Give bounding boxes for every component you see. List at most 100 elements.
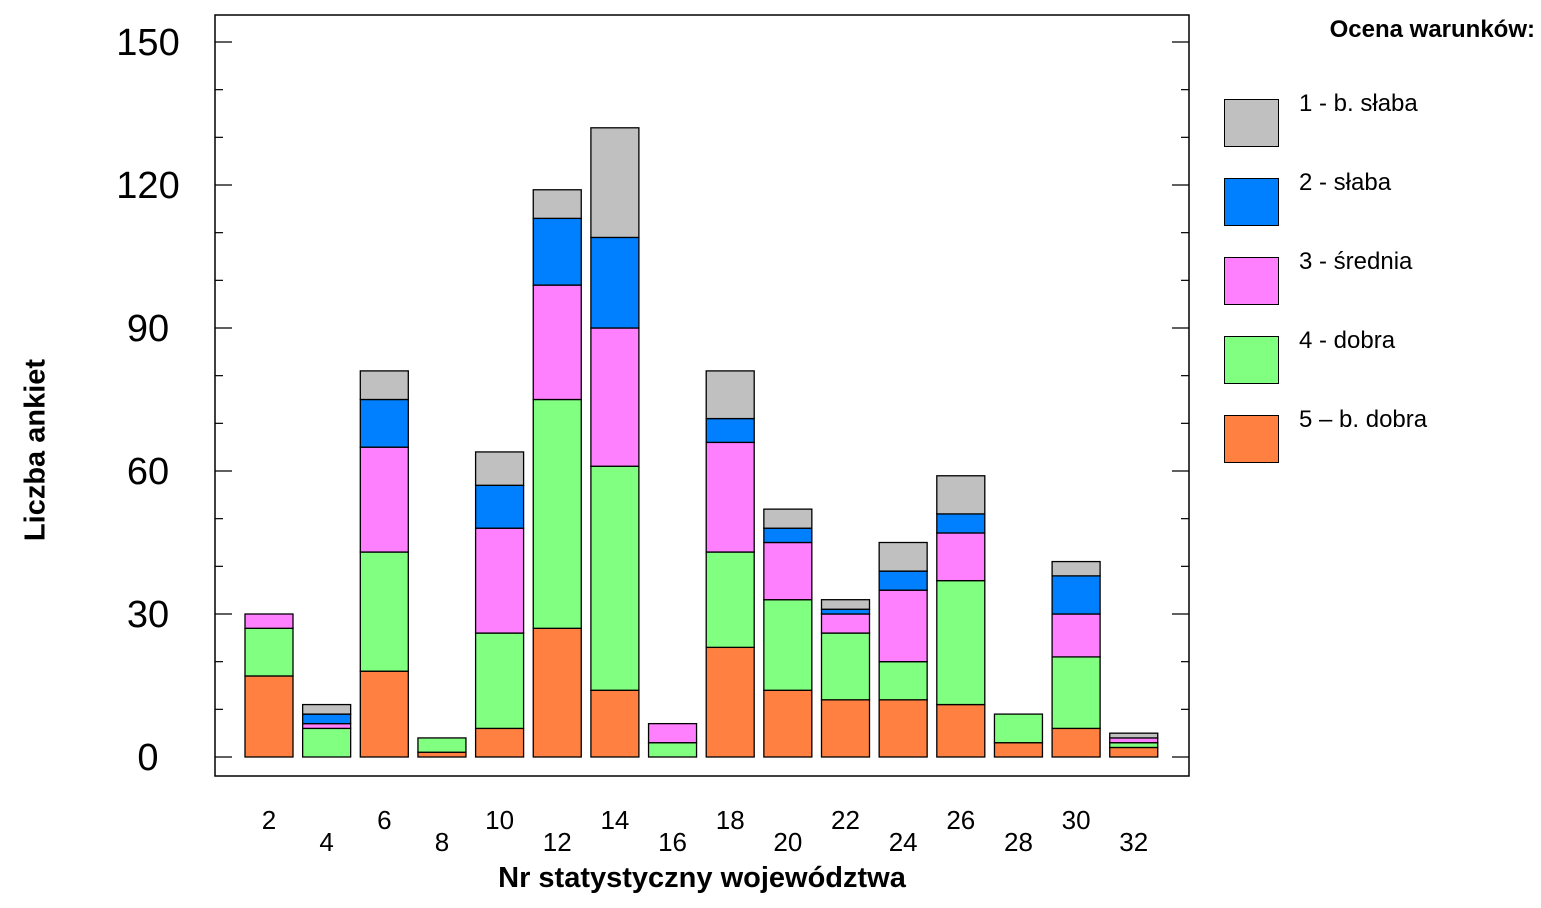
bar-segment-14-2 [590, 465, 640, 691]
bar-segment-12-4 [532, 217, 582, 286]
bar-segment-18-3 [705, 441, 755, 553]
bar-segment-10-2 [474, 632, 525, 730]
bar-segment-32-1 [1109, 746, 1159, 758]
x-tick-label: 4 [319, 827, 333, 857]
bar-segment-4-4 [301, 713, 352, 725]
bar-segment-24-5 [878, 541, 928, 572]
bar-segment-14-1 [590, 689, 640, 758]
bar-segment-12-5 [532, 189, 582, 220]
bar-segment-6-4 [359, 398, 409, 448]
bar-segment-24-1 [878, 699, 928, 758]
bar-segment-14-4 [590, 236, 640, 329]
x-tick-label: 30 [1062, 805, 1091, 835]
legend-swatch [1224, 257, 1279, 305]
bar-segment-32-5 [1109, 732, 1159, 739]
x-tick-label: 32 [1119, 827, 1148, 857]
bar-segment-30-3 [1051, 613, 1101, 658]
legend-swatch [1224, 99, 1279, 147]
bar-segment-10-4 [474, 484, 525, 529]
bar-segment-4-5 [301, 703, 352, 715]
bar-segment-4-3 [301, 722, 352, 730]
legend-swatch [1224, 415, 1279, 463]
bar-segment-20-2 [763, 599, 813, 691]
x-tick-label: 10 [485, 805, 514, 835]
bar-segment-24-3 [878, 589, 928, 663]
bar-segment-16-2 [647, 742, 698, 758]
legend-label: 2 - słaba [1299, 169, 1392, 196]
bar-segment-8-2 [417, 737, 467, 753]
bar-segment-12-3 [532, 284, 582, 401]
bar-segment-30-5 [1051, 560, 1101, 577]
y-tick-label: 150 [116, 22, 179, 64]
bar-segment-10-5 [474, 451, 525, 486]
legend-label: 4 - dobra [1299, 327, 1396, 354]
bar-segment-18-4 [705, 417, 755, 444]
bar-segment-26-5 [936, 475, 986, 515]
bar-segment-2-2 [244, 627, 294, 677]
bar-segment-30-2 [1051, 656, 1101, 730]
x-axis-label: Nr statystyczny województwa [498, 862, 906, 894]
bar-segment-28-1 [993, 742, 1044, 758]
bar-segment-24-4 [878, 570, 928, 591]
bar-segment-22-5 [820, 599, 871, 610]
x-tick-label: 6 [377, 805, 391, 835]
x-tick-label: 24 [889, 827, 918, 857]
legend-title: Ocena warunków: [1329, 16, 1535, 43]
bar-segment-28-2 [993, 713, 1044, 744]
x-tick-label: 8 [435, 827, 449, 857]
bar-segment-18-2 [705, 551, 755, 649]
bar-segment-6-3 [359, 446, 409, 553]
bar-segment-2-3 [244, 613, 294, 629]
bar-segment-8-1 [417, 751, 467, 758]
bar-segment-6-1 [359, 670, 409, 758]
bar-segment-20-1 [763, 689, 813, 758]
bar-segment-22-4 [820, 608, 871, 615]
legend-item: 2 - słaba [1224, 169, 1534, 228]
y-tick-labels: 0 30 60 90 120 150 [116, 22, 179, 779]
bar-segment-16-3 [647, 722, 698, 744]
x-tick-label: 2 [262, 805, 276, 835]
x-tick-label: 16 [658, 827, 687, 857]
legend-label: 5 – b. dobra [1299, 406, 1428, 433]
bar-segment-22-1 [820, 699, 871, 758]
bars [244, 127, 1159, 758]
bar-segment-22-3 [820, 613, 871, 634]
y-tick-label: 30 [127, 594, 169, 636]
bar-segment-18-1 [705, 646, 755, 758]
bar-segment-12-1 [532, 627, 582, 758]
bar-segment-6-5 [359, 370, 409, 401]
x-tick-label: 26 [946, 805, 975, 835]
x-tick-label: 22 [831, 805, 860, 835]
y-tick-label: 120 [116, 165, 179, 207]
bar-segment-20-3 [763, 541, 813, 601]
bar-segment-24-2 [878, 661, 928, 701]
bar-segment-32-2 [1109, 742, 1159, 749]
legend-item: 4 - dobra [1224, 327, 1534, 386]
bar-segment-2-1 [244, 675, 294, 758]
x-tick-label: 28 [1004, 827, 1033, 857]
bar-segment-26-2 [936, 579, 986, 706]
bar-segment-26-3 [936, 532, 986, 582]
y-axis-label: Liczba ankiet [19, 358, 52, 542]
legend-label: 3 - średnia [1299, 248, 1413, 275]
x-tick-label: 20 [773, 827, 802, 857]
bar-segment-30-1 [1051, 727, 1101, 758]
axis-ticks [215, 41, 1189, 758]
legend-swatch [1224, 178, 1279, 226]
legend-label: 1 - b. słaba [1299, 90, 1418, 117]
bar-segment-18-5 [705, 370, 755, 420]
bar-segment-10-3 [474, 527, 525, 634]
legend-swatch [1224, 336, 1279, 384]
bar-segment-14-3 [590, 327, 640, 467]
bar-segment-26-1 [936, 703, 986, 758]
bar-segment-6-2 [359, 551, 409, 672]
bar-segment-22-2 [820, 632, 871, 701]
x-tick-label: 18 [716, 805, 745, 835]
x-tick-label: 12 [543, 827, 572, 857]
x-tick-label: 14 [600, 805, 629, 835]
bar-segment-20-5 [763, 508, 813, 529]
bar-segment-10-1 [474, 727, 525, 758]
